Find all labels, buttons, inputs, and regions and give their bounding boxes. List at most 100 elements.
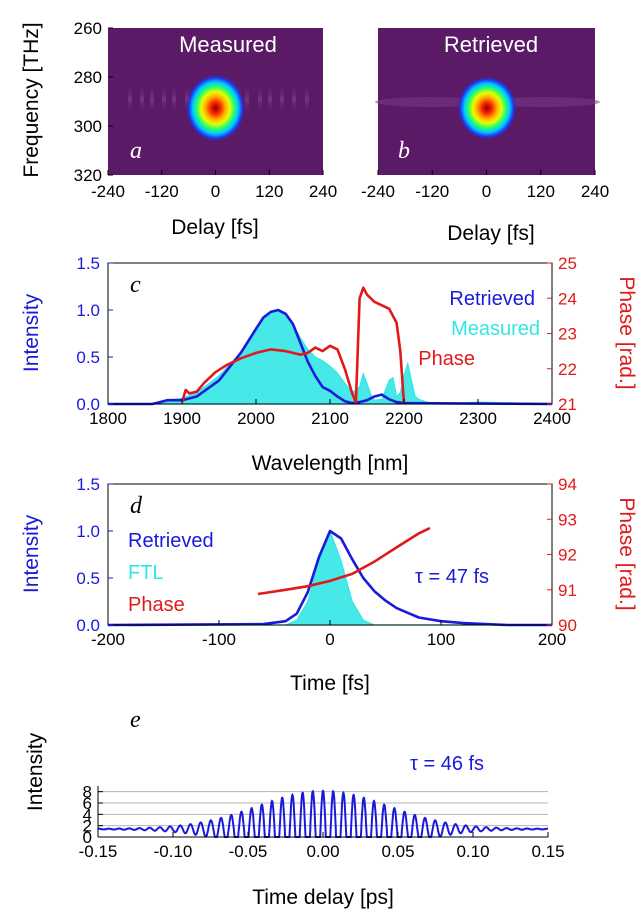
- x-tick-label: 0.10: [456, 842, 489, 861]
- panel-e-xlabel: Time delay [ps]: [252, 886, 394, 909]
- panel-c-legend-retrieved: Retrieved: [449, 288, 535, 310]
- panel-e-lines: [98, 789, 548, 838]
- x-tick-label: -120: [415, 182, 449, 201]
- x-tick-label: 120: [527, 182, 555, 201]
- y-tick-label: 0: [83, 828, 92, 847]
- panel-d-lines: [107, 526, 552, 627]
- series-phase-line: [257, 526, 431, 596]
- panel-c-ylabel: Intensity: [20, 293, 43, 372]
- panel-c-ticks: 1800 1900 2000 2100 2200 2300 2400 0.0 0.5 1.0 1.5…: [76, 254, 577, 428]
- series-retrieved-line: [108, 308, 553, 406]
- series-retrieved-line: [107, 529, 552, 627]
- y-tick-label: 1.0: [76, 522, 100, 541]
- x-tick-label: -120: [145, 182, 179, 201]
- y2-tick-label: 21: [558, 395, 577, 414]
- panel-d-ticks: -200 -100 0 100 200 0.0 0.5 1.0 1.5 90 91 92 93 94: [76, 475, 577, 649]
- y-tick-label: 0.0: [76, 616, 100, 635]
- heatmap-a-spot: [185, 74, 246, 142]
- x-tick-label: -0.05: [229, 842, 268, 861]
- y-tick-label: 6: [83, 794, 92, 813]
- panel-d-legend-retrieved: Retrieved: [128, 530, 214, 552]
- y2-tick-label: 90: [558, 616, 577, 635]
- x-tick-label: 0: [325, 630, 334, 649]
- y-tick-label: 0.5: [76, 348, 100, 367]
- y-tick-label: 1.5: [76, 475, 100, 494]
- y2-tick-label: 22: [558, 360, 577, 379]
- panel-d-y2label: Phase [rad.]: [615, 497, 638, 610]
- panel-d-legend-ftl: FTL: [128, 562, 164, 584]
- x-tick-label: 0: [211, 182, 220, 201]
- panel-c-legend-phase: Phase: [418, 348, 475, 370]
- heatmap-a-panel-letter: a: [130, 138, 142, 164]
- y2-tick-label: 91: [558, 581, 577, 600]
- y2-tick-label: 23: [558, 325, 577, 344]
- panel-b: Retrieved b -240 -120 0 120 240 Delay [fs]: [361, 28, 609, 245]
- y2-tick-label: 25: [558, 254, 577, 273]
- x-tick-label: 2100: [311, 409, 349, 428]
- x-tick-label: -100: [202, 630, 236, 649]
- y-tick-label: 1.0: [76, 301, 100, 320]
- heatmap-streak: [292, 86, 296, 112]
- y-tick-label: 0.5: [76, 569, 100, 588]
- series-autocorrelation-line: [98, 789, 548, 838]
- x-tick-label: 2300: [459, 409, 497, 428]
- heatmap-streak: [305, 86, 309, 112]
- x-tick-label: -0.15: [79, 842, 118, 861]
- heatmap-b-title: Retrieved: [444, 32, 538, 57]
- x-tick-label: 0.05: [381, 842, 414, 861]
- heatmap-streak: [268, 86, 272, 112]
- heatmap-b-wing-right: [490, 97, 600, 107]
- panel-c-xlabel: Wavelength [nm]: [252, 452, 409, 475]
- x-tick-label: 120: [255, 182, 283, 201]
- x-tick-label: 2000: [237, 409, 275, 428]
- panel-c-legend-measured: Measured: [451, 318, 540, 340]
- heatmap-a-xlabel: Delay [fs]: [171, 216, 259, 239]
- heatmap-b-x-ticks: -240 -120 0 120 240: [361, 170, 609, 201]
- x-tick-label: -240: [91, 182, 125, 201]
- x-tick-label: 1900: [163, 409, 201, 428]
- y-tick-label: 320: [74, 166, 102, 185]
- heatmap-streak: [128, 86, 132, 112]
- heatmap-streak: [140, 86, 144, 112]
- y2-tick-label: 24: [558, 289, 577, 308]
- heatmap-a-x-ticks: -240 -120 0 120 240: [91, 170, 337, 201]
- panel-c: 1800 1900 2000 2100 2200 2300 2400 0.0 0.5 1.0 1.5…: [20, 254, 638, 475]
- x-tick-label: 0.15: [531, 842, 564, 861]
- heatmap-b-xlabel: Delay [fs]: [447, 222, 535, 245]
- x-tick-label: -200: [91, 630, 125, 649]
- panel-d-letter: d: [130, 493, 143, 519]
- heatmap-a-title: Measured: [179, 32, 277, 57]
- panel-e-letter: e: [130, 707, 141, 733]
- series-phase-line: [180, 286, 406, 405]
- y-tick-label: 0.0: [76, 395, 100, 414]
- heatmap-streak: [150, 86, 154, 112]
- y-tick-label: 1.5: [76, 254, 100, 273]
- y-tick-label: 2: [83, 817, 92, 836]
- panel-d-annotation: τ = 47 fs: [415, 566, 489, 588]
- heatmap-streak: [258, 86, 262, 112]
- x-tick-label: -0.10: [154, 842, 193, 861]
- y2-tick-label: 93: [558, 510, 577, 529]
- heatmap-b-panel-letter: b: [398, 138, 410, 164]
- y-tick-label: 260: [74, 19, 102, 38]
- heatmap-streak: [162, 86, 166, 112]
- heatmap-a-streaks: [128, 86, 309, 112]
- y-tick-label: 8: [83, 783, 92, 802]
- heatmap-a-y-ticks: 260 280 300 320: [74, 19, 113, 185]
- y-tick-label: 4: [83, 805, 92, 824]
- heatmap-streak: [245, 86, 249, 112]
- heatmap-b-spot: [457, 76, 517, 140]
- panel-e-annotation: τ = 46 fs: [410, 753, 484, 775]
- x-tick-label: 240: [581, 182, 609, 201]
- y-tick-label: 300: [74, 117, 102, 136]
- panel-c-letter: c: [130, 272, 141, 298]
- heatmap-a-ylabel: Frequency [THz]: [20, 22, 43, 177]
- panel-d-ylabel: Intensity: [20, 514, 43, 593]
- heatmap-streak: [172, 86, 176, 112]
- x-tick-label: 200: [538, 630, 566, 649]
- panel-c-lines: [108, 286, 553, 406]
- panel-d-legend-phase: Phase: [128, 594, 185, 616]
